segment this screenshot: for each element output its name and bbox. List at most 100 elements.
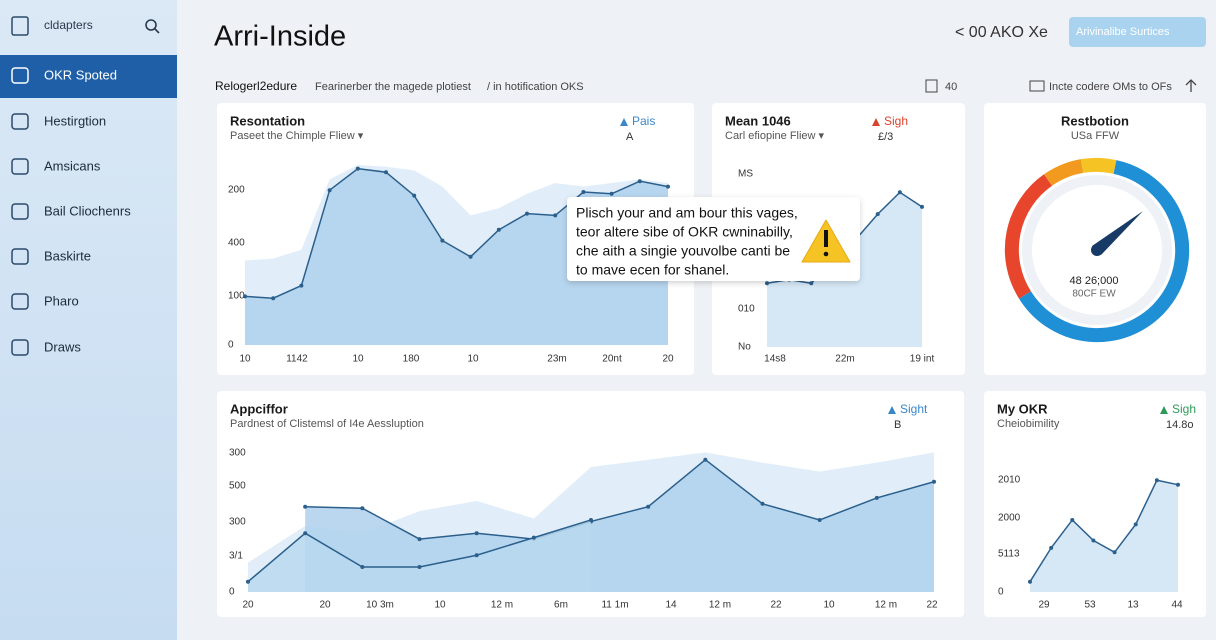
panels: Resontation Paseet the Chimple Fliew ▾ Pai…: [217, 103, 1206, 617]
point: [327, 188, 332, 193]
search-icon-box: [11, 16, 29, 36]
panel-subtitle: USa FFW: [1071, 130, 1120, 142]
x-tick-label: 1142: [286, 354, 308, 365]
x-tick-label: 13: [1127, 600, 1139, 611]
header-button-label[interactable]: Arivinalibe Surtices: [1076, 26, 1170, 38]
point: [609, 191, 614, 196]
nav-item[interactable]: Hestirgtion: [44, 113, 106, 128]
nav-item[interactable]: OKR Spoted: [44, 67, 117, 82]
point: [1028, 579, 1032, 584]
point: [897, 190, 902, 195]
nav-icon: [11, 203, 29, 220]
point: [474, 531, 479, 536]
x-tick-label: 20nt: [602, 354, 622, 365]
x-tick-label: 44: [1171, 600, 1183, 611]
x-tick-label: 19 int: [910, 354, 935, 365]
x-tick-label: 180: [403, 354, 420, 365]
upload-icon[interactable]: [1185, 79, 1197, 92]
point: [496, 227, 501, 232]
x-tick-label: 12 m: [709, 600, 731, 611]
line: [244, 167, 669, 299]
point: [525, 211, 529, 216]
y-tick-label: 300: [229, 517, 246, 528]
panel-title: Restbotion: [1061, 113, 1129, 128]
legend-sub: £/3: [878, 131, 893, 143]
panel-title: Mean 1046: [725, 113, 791, 128]
y-tick-label: 2010: [998, 475, 1021, 486]
panel-subtitle: Carl efiopine Fliew ▾: [725, 130, 825, 142]
area: [1030, 480, 1178, 592]
point: [874, 495, 879, 500]
point: [246, 579, 250, 584]
point: [646, 504, 651, 509]
point: [553, 213, 558, 218]
toolbar-title: Relogerl2edure: [215, 79, 297, 93]
gauge-arc-blue: [1019, 160, 1190, 343]
point: [243, 294, 247, 299]
point: [271, 296, 276, 301]
y-tick-label: 2000: [998, 513, 1021, 524]
nav-item[interactable]: Draws: [44, 339, 81, 354]
point: [360, 506, 365, 511]
y-tick-label: 300: [229, 448, 246, 459]
legend-label[interactable]: Sigh: [884, 114, 908, 128]
gauge: 48 26;000 80CF EW: [1004, 157, 1190, 343]
panel-subtitle: Pardnest of Clistemsl of I4e Aessluption: [230, 418, 424, 430]
panel-title: My OKR: [997, 401, 1048, 416]
gauge-arc-yellow: [1080, 157, 1117, 174]
x-tick-label: 12 m: [491, 600, 513, 611]
x-tick-label: 23m: [547, 354, 566, 365]
point: [760, 501, 765, 506]
panel-title: Resontation: [230, 113, 305, 128]
point: [360, 565, 365, 570]
legend-label[interactable]: Sight: [900, 402, 928, 416]
x-tick-label: 53: [1084, 600, 1096, 611]
y-tick-label: 3/1: [229, 551, 243, 562]
nav-icon: [11, 158, 29, 175]
nav-icon: [11, 339, 29, 356]
point: [703, 457, 708, 462]
x-tick-label: 10: [352, 354, 364, 365]
nav-item[interactable]: Pharo: [44, 293, 79, 308]
point: [417, 565, 422, 570]
search-placeholder[interactable]: cldapters: [44, 18, 93, 32]
point: [303, 531, 308, 536]
legend-sub: B: [894, 419, 901, 431]
point: [474, 553, 479, 558]
toolbar-action[interactable]: Incte codere OMs to OFs: [1049, 81, 1172, 93]
x-tick-label: 12 m: [875, 600, 897, 611]
legend-label[interactable]: Sigh: [1172, 402, 1196, 416]
nav-active-bg: [0, 55, 177, 98]
point: [303, 504, 308, 509]
nav-item[interactable]: Bail Cliochenrs: [44, 203, 131, 218]
legend-label[interactable]: Pais: [632, 114, 655, 128]
nav-item[interactable]: Baskirte: [44, 248, 91, 263]
point: [417, 537, 422, 542]
panel-title: Appciffor: [230, 401, 288, 416]
x-tick-label: 14: [665, 600, 677, 611]
x-tick-label: 10: [467, 354, 479, 365]
tooltip-line: to mave ecen for shanel.: [576, 262, 729, 278]
point: [581, 190, 586, 194]
nav-item[interactable]: Amsicans: [44, 158, 101, 173]
header-button[interactable]: [1069, 17, 1206, 47]
legend-sub: 14.8o: [1166, 419, 1194, 431]
panel-subtitle: Paseet the Chimple Fliew ▾: [230, 130, 364, 142]
point: [875, 212, 880, 217]
breadcrumb[interactable]: / in hotification OKS: [487, 81, 584, 93]
toolbar-count: 40: [945, 81, 957, 93]
x-tick-label: 6m: [554, 600, 568, 611]
x-tick-label: 20: [662, 354, 674, 365]
y-tick-label: No: [738, 342, 751, 353]
search-icon: [154, 28, 160, 34]
x-tick-label: 10 3m: [366, 600, 394, 611]
point: [666, 184, 670, 189]
point: [765, 281, 769, 286]
nav-icon: [11, 67, 29, 84]
x-tick-label: 10: [823, 600, 835, 611]
area: [248, 519, 591, 592]
point: [1176, 482, 1180, 487]
point: [809, 281, 814, 286]
search-icon[interactable]: [145, 19, 157, 31]
